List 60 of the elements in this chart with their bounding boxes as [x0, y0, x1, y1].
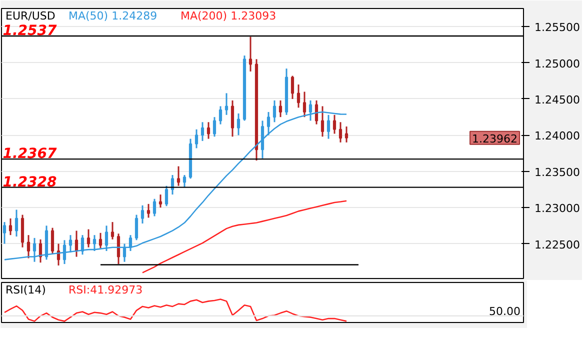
candlestick [200, 121, 204, 142]
candlestick [92, 234, 96, 252]
candlestick [20, 214, 24, 248]
candlestick [176, 166, 180, 187]
y-tick-label: 1.23500 [534, 166, 580, 179]
chart-title: EUR/USD [6, 10, 56, 22]
candlestick [344, 126, 348, 144]
candlestick [152, 198, 156, 217]
y-tick-label: 1.25000 [534, 57, 580, 70]
candlestick [158, 194, 162, 208]
candlestick [260, 120, 264, 160]
candlestick [110, 221, 114, 240]
ref-line-label: 1.2328 [2, 174, 57, 190]
y-tick-label: 1.25500 [534, 21, 580, 34]
candlestick [320, 105, 324, 138]
candlestick [140, 204, 144, 224]
chart-title: RSI(14) [6, 284, 46, 296]
candlestick [86, 228, 90, 248]
candlestick [236, 112, 240, 136]
y-tick-label: 1.24500 [534, 93, 580, 106]
candlestick [194, 128, 198, 149]
annotation: 1.23962 [472, 132, 518, 146]
annotation: 50.00 [489, 304, 521, 318]
candlestick [74, 230, 78, 258]
candlestick [224, 92, 228, 116]
candlestick [302, 90, 306, 118]
candlestick [296, 84, 300, 108]
candlestick [290, 75, 294, 100]
candlestick [116, 232, 120, 265]
candlestick [2, 221, 6, 245]
candlestick [8, 218, 12, 236]
series-label: RSI:41.92973 [68, 284, 143, 296]
candlestick [134, 214, 138, 241]
candlestick [248, 36, 252, 72]
candlestick [146, 203, 150, 218]
candlestick [206, 121, 210, 140]
candlestick [104, 224, 108, 252]
candlestick [326, 114, 330, 140]
candlestick [182, 174, 186, 188]
ref-line-label: 1.2367 [2, 146, 57, 162]
candlestick [68, 234, 72, 254]
text: MA(200) 1.23093 [180, 10, 276, 22]
candlestick [26, 234, 30, 259]
y-tick-label: 1.23000 [534, 202, 580, 216]
line-series [142, 200, 348, 274]
candlestick [212, 116, 216, 138]
ref-line-label: 1.2537 [2, 23, 57, 40]
candlestick [98, 232, 102, 249]
candlestick [332, 114, 336, 134]
candlestick [164, 185, 168, 207]
candlestick [272, 100, 276, 123]
candlestick [230, 100, 234, 138]
candlestick [14, 208, 18, 238]
candlestick [278, 100, 282, 118]
candlestick [218, 105, 222, 126]
candlestick [50, 227, 54, 255]
y-tick-label: 1.24000 [534, 130, 580, 143]
candlestick [338, 121, 342, 144]
text: MA(50) 1.24289 [68, 10, 158, 22]
y-tick-label: 1.22500 [534, 238, 580, 252]
